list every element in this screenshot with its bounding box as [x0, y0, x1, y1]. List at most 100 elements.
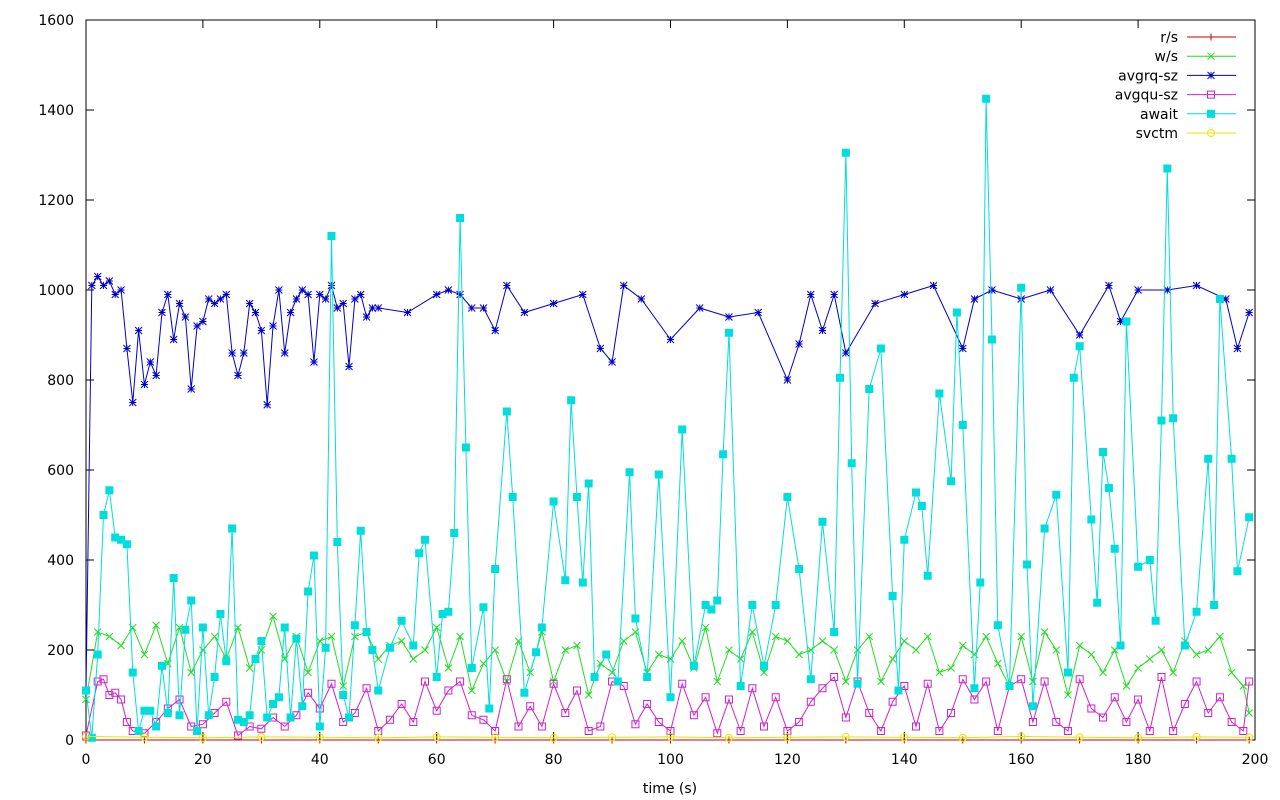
data-point: [1087, 515, 1096, 524]
data-point: [204, 295, 213, 303]
data-point: [514, 722, 523, 731]
legend-marker-svctm: [1207, 129, 1215, 137]
data-point: [1216, 632, 1224, 641]
data-point: [701, 693, 710, 702]
legend-marker-await: [1207, 109, 1215, 118]
data-point: [491, 727, 500, 735]
data-point: [105, 691, 114, 699]
data-point: [795, 565, 804, 573]
data-point: [736, 682, 745, 690]
data-point: [99, 511, 108, 519]
data-point: [169, 335, 178, 344]
data-point: [117, 535, 126, 544]
data-point: [210, 632, 219, 641]
data-point: [1192, 281, 1201, 290]
data-point: [187, 668, 196, 677]
data-point: [111, 290, 120, 299]
data-point: [725, 646, 733, 654]
data-point: [122, 540, 131, 549]
data-point: [830, 290, 839, 299]
data-point: [245, 664, 254, 672]
data-point: [958, 733, 967, 742]
data-point: [327, 232, 336, 240]
data-point: [444, 664, 453, 672]
data-point: [479, 603, 488, 612]
data-point: [444, 286, 453, 294]
data-point: [1145, 727, 1154, 735]
data-point: [1099, 713, 1108, 722]
data-point: [1233, 344, 1242, 353]
data-point: [339, 718, 348, 726]
data-point: [988, 286, 996, 294]
data-point: [1093, 598, 1102, 607]
data-point: [111, 688, 120, 697]
data-point: [549, 733, 558, 742]
data-point: [1075, 641, 1084, 650]
data-point: [935, 668, 944, 677]
data-point: [701, 601, 710, 609]
data-point: [280, 349, 289, 357]
data-point: [187, 596, 196, 605]
data-point: [385, 715, 394, 724]
data-point: [654, 650, 663, 659]
data-point: [1023, 560, 1032, 569]
data-point: [117, 286, 125, 294]
data-point: [175, 711, 184, 720]
data-point: [877, 677, 885, 686]
series-line-avgrq-sz: [85, 275, 1250, 691]
x-tick-label: 120: [774, 752, 801, 768]
data-point: [222, 290, 231, 299]
data-point: [298, 286, 307, 294]
y-tick-label: 0: [65, 733, 74, 749]
data-point: [853, 646, 862, 654]
data-point: [695, 304, 704, 312]
data-point: [1134, 695, 1143, 704]
data-point: [181, 625, 190, 634]
data-point: [567, 396, 576, 405]
data-point: [228, 349, 236, 357]
data-point: [572, 686, 581, 695]
data-point: [923, 571, 932, 580]
data-point: [970, 295, 979, 303]
data-point: [356, 526, 365, 535]
data-point: [853, 679, 862, 688]
data-point: [818, 637, 827, 645]
data-point: [1145, 556, 1154, 564]
data-point: [1087, 650, 1096, 659]
data-point: [584, 727, 593, 735]
data-point: [888, 697, 897, 706]
data-point: [783, 733, 792, 742]
data-point: [619, 281, 628, 290]
data-point: [912, 646, 920, 654]
data-point: [222, 657, 231, 666]
data-point: [993, 727, 1002, 735]
data-point: [339, 299, 348, 308]
data-point: [900, 290, 909, 299]
data-point: [1110, 693, 1119, 702]
data-point: [549, 679, 558, 688]
y-tick-label: 800: [47, 373, 74, 389]
data-point: [310, 358, 318, 366]
data-point: [362, 684, 371, 693]
series-line-svctm: [85, 735, 1250, 739]
data-point: [233, 731, 242, 740]
x-tick-label: 80: [545, 752, 563, 768]
data-point: [269, 322, 277, 330]
legend-label-await: await: [1140, 107, 1178, 123]
data-point: [321, 295, 330, 303]
data-point: [520, 688, 529, 697]
data-point: [590, 673, 599, 681]
data-point: [935, 727, 944, 735]
data-point: [573, 641, 581, 650]
data-point: [666, 727, 675, 735]
data-point: [421, 535, 430, 544]
x-tick-label: 40: [311, 752, 329, 768]
data-point: [134, 727, 143, 735]
x-axis-label: time (s): [643, 781, 697, 797]
data-point: [970, 695, 979, 704]
data-point: [865, 385, 874, 393]
data-point: [432, 673, 441, 681]
data-point: [479, 659, 488, 668]
data-point: [1169, 727, 1178, 735]
